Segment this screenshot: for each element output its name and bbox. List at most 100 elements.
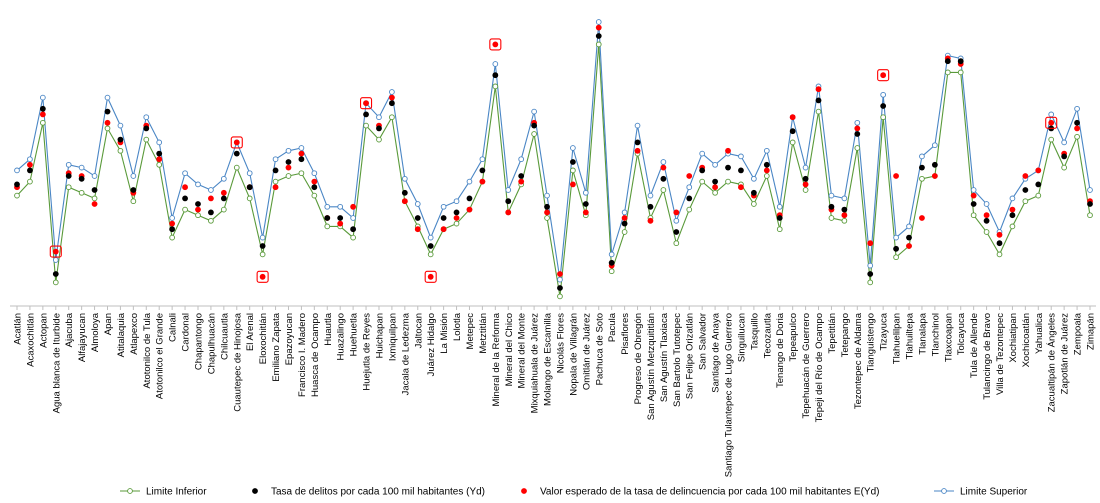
- x-tick-label-atotonilco-el-grande: Atotonilco el Grande: [155, 313, 166, 399]
- rate-point-atlapexco: [130, 187, 137, 193]
- x-tick-label-atlapexco: Atlapexco: [129, 313, 140, 355]
- rate-point-tizayuca: [880, 103, 887, 109]
- x-tick-label-zimapan: Zimapán: [1086, 313, 1097, 350]
- expected-point-ixmiquilpan: [389, 94, 395, 101]
- expected-point-tepehuacan-de-guerrero: [802, 181, 809, 188]
- lower-bound-point-zimapan: [1087, 212, 1093, 219]
- lower-bound-point-huasca-de-ocampo: [311, 192, 318, 199]
- lower-bound-point-villa-de-tezontepec: [996, 251, 1003, 258]
- lower-bound-point-san-felipe-orizatlan: [686, 206, 693, 213]
- upper-bound-point-actopan: [40, 94, 46, 101]
- x-tick-label-san-felipe-orizatlan: San Felipe Orizatlán: [685, 313, 696, 399]
- x-tick-label-tianguistengo: Tianguistengo: [866, 313, 877, 372]
- expected-point-huehuetla: [350, 203, 357, 210]
- x-tick-label-villa-de-tezontepec: Villa de Tezontepec: [995, 313, 1006, 395]
- expected-point-epazoyucan: [285, 164, 292, 171]
- lower-bound-point-mineral-de-la-reforma: [492, 83, 499, 90]
- highlight-box-tizayuca: [877, 69, 890, 82]
- lower-bound-point-atotonilco-el-grande: [156, 161, 163, 168]
- x-tick-label-tenango-de-doria: Tenango de Doria: [775, 312, 786, 388]
- rate-point-yahualica: [1035, 181, 1042, 188]
- rate-point-acatlan: [14, 181, 20, 188]
- upper-bound-point-jacala-de-ledezma: [401, 175, 408, 182]
- x-tick-label-san-agustin-metzquititlan: San Agustín Metzquititlán: [646, 313, 657, 420]
- rate-point-progreso-de-obregon: [634, 139, 641, 146]
- legend-item-rate: Tasa de delitos por cada 100 mil habitan…: [252, 487, 485, 498]
- upper-bound-point-tianguistengo: [867, 262, 874, 269]
- x-tick-label-tlanchinol: Tlanchinol: [930, 313, 941, 356]
- rate-point-jaltocan: [414, 215, 421, 221]
- upper-bound-point-atlapexco: [130, 173, 137, 179]
- upper-bound-point-calnali: [169, 215, 175, 221]
- rate-point-ajacuba: [65, 173, 72, 179]
- x-tick-label-san-bartolo-tutotepec: San Bartolo Tutotepec: [672, 313, 683, 407]
- expected-point-nicolas-flores: [557, 271, 563, 277]
- rate-point-juarez-hidalgo: [427, 243, 434, 249]
- lower-bound-point-atlapexco: [130, 198, 137, 205]
- rate-point-tula-de-allende: [970, 201, 977, 207]
- highlight-box-juarez-hidalgo: [424, 270, 437, 283]
- expected-point-acaxochitlan: [27, 161, 33, 168]
- upper-bound-point-ixmiquilpan: [389, 89, 395, 95]
- upper-bound-point-tetepango: [841, 195, 848, 202]
- legend-swatch-marker-lower: [127, 488, 133, 494]
- upper-bound-point-tizayuca: [880, 91, 887, 98]
- lower-bound-point-cuautepec-de-hinojosa: [233, 164, 240, 171]
- x-tick-label-zapotlan-de-juarez: Zapotlán de Juárez: [1060, 313, 1071, 395]
- expected-point-cardonal: [182, 184, 188, 191]
- rate-point-atitalaquia: [117, 136, 124, 143]
- upper-bound-point-huasca-de-ocampo: [311, 170, 318, 177]
- upper-bound-point-ajacuba: [65, 161, 72, 168]
- lower-bound-point-zempoala: [1074, 133, 1080, 140]
- rate-point-san-salvador: [699, 167, 706, 174]
- lower-bound-point-apan: [104, 125, 111, 132]
- rate-point-zapotlan-de-juarez: [1061, 153, 1068, 160]
- x-tick-label-tepeji-del-rio-de-ocampo: Tepeji del Río de Ocampo: [814, 313, 825, 422]
- x-tick-label-tlahuelilpan: Tlahuelilpan: [892, 313, 903, 364]
- rate-point-huehuetla: [350, 226, 357, 233]
- rate-point-huasca-de-ocampo: [311, 184, 318, 191]
- x-tick-label-metztitlan: Metztitlán: [478, 313, 489, 354]
- lower-bound-point-mixquiahuala-de-juarez: [531, 131, 537, 137]
- rate-point-atotonilco-de-tula: [143, 125, 150, 132]
- x-tick-label-pachuca-de-soto: Pachuca de Soto: [594, 313, 605, 385]
- upper-bound-point-atitalaquia: [117, 122, 124, 129]
- x-tick-label-huasca-de-ocampo: Huasca de Ocampo: [310, 313, 321, 397]
- upper-bound-point-acatlan: [14, 167, 20, 174]
- lower-bound-point-tecozautla: [763, 173, 770, 179]
- legend: Limite Inferior Tasa de delitos por cada …: [120, 487, 1028, 498]
- lower-bound-point-ixmiquilpan: [389, 114, 395, 121]
- legend-swatch-marker-expected: [521, 488, 527, 494]
- upper-bound-point-singuilucan: [738, 153, 744, 160]
- rate-point-san-agustin-metzquititlan: [647, 203, 654, 210]
- lower-bound-point-chilcuautla: [220, 206, 227, 213]
- lower-bound-point-atotonilco-de-tula: [143, 136, 150, 143]
- expected-point-zempoala: [1074, 125, 1080, 132]
- legend-label-lower: Limite Inferior: [146, 487, 207, 498]
- upper-bound-point-almoloya: [91, 173, 98, 179]
- lower-bound-point-san-agustin-tlaxiaca: [660, 187, 667, 193]
- rate-point-eloxochitlan: [259, 243, 266, 249]
- rate-point-ixmiquilpan: [389, 100, 395, 107]
- lower-bound-point-chapulhuacan: [208, 217, 214, 224]
- x-tick-label-atitalaquia: Atitalaquia: [116, 312, 127, 357]
- lower-bound-point-acatlan: [14, 192, 20, 199]
- x-tick-label-omitlan-de-juarez: Omitlán de Juárez: [581, 313, 592, 390]
- x-tick-label-eloxochitlan: Eloxochitlán: [258, 313, 269, 364]
- upper-bound-point-mineral-del-monte: [518, 156, 525, 163]
- highlight-box-agua-blanca-de-iturbide: [49, 245, 62, 258]
- expected-point-juarez-hidalgo: [427, 273, 434, 280]
- upper-bound-point-francisco-i-madero: [298, 145, 305, 151]
- upper-bound-point-huehuetla: [350, 215, 356, 221]
- rate-point-singuilucan: [738, 167, 744, 174]
- rate-point-metztitlan: [479, 167, 486, 174]
- lower-bound-point-tepehuacan-de-guerrero: [802, 187, 809, 193]
- rate-point-molango-de-escamilla: [544, 203, 550, 210]
- expected-point-zacualtipan-de-angeles: [1048, 119, 1055, 126]
- expected-point-santiago-de-anaya: [712, 184, 718, 191]
- upper-bound-point-jaltocan: [414, 201, 421, 207]
- rate-point-agua-blanca-de-iturbide: [52, 271, 59, 277]
- rate-point-zempoala: [1074, 119, 1080, 126]
- rate-point-chapantongo: [195, 201, 201, 207]
- x-tick-label-progreso-de-obregon: Progreso de Obregón: [633, 313, 644, 404]
